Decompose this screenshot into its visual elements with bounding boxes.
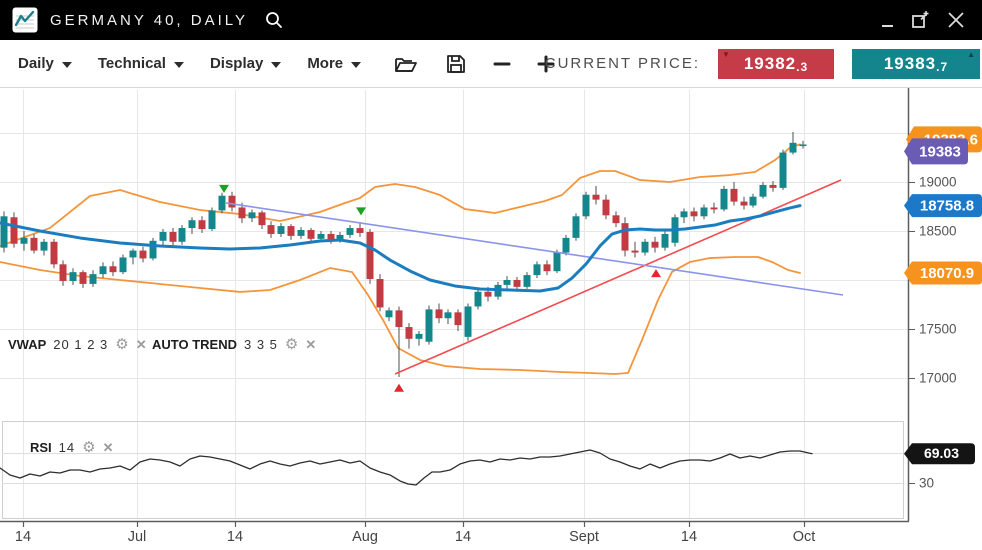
price-chart-svg[interactable]: 14Jul14Aug14Sept14Oct1900018500180001750… xyxy=(0,88,982,550)
display-dropdown[interactable]: Display xyxy=(209,55,282,72)
rsi-line xyxy=(0,449,813,486)
gridlines xyxy=(0,90,908,519)
open-chart-button[interactable] xyxy=(393,53,419,75)
svg-text:14: 14 xyxy=(681,529,697,545)
zoom-out-button[interactable] xyxy=(493,55,511,73)
buy-price-int: 19383 xyxy=(883,53,937,73)
axes: 14Jul14Aug14Sept14Oct1900018500180001750… xyxy=(0,88,957,545)
candles-group xyxy=(0,132,807,378)
svg-text:Aug: Aug xyxy=(352,529,378,545)
chart-toolbar: Daily Technical Display More xyxy=(0,40,982,88)
signal-markers xyxy=(219,184,661,392)
auto-trend-name: AUTO TREND xyxy=(152,337,237,352)
caret-down-icon xyxy=(173,61,184,68)
caret-down-icon xyxy=(351,61,362,68)
current-price-label: CURRENT PRICE: xyxy=(544,55,700,72)
auto-trend-params: 3 3 5 xyxy=(243,337,278,352)
svg-text:18758.8: 18758.8 xyxy=(920,198,974,215)
svg-text:17500: 17500 xyxy=(919,322,957,337)
svg-text:19383: 19383 xyxy=(919,143,961,160)
arrow-up-icon: ▲ xyxy=(967,49,976,59)
plus-icon xyxy=(537,55,555,72)
svg-text:Jul: Jul xyxy=(128,529,147,545)
vwap-remove-icon[interactable]: ✕ xyxy=(135,337,147,352)
display-dropdown-label: Display xyxy=(209,55,264,72)
svg-text:30: 30 xyxy=(919,476,934,491)
auto-trend-settings-icon[interactable]: ⚙ xyxy=(284,336,299,353)
save-chart-button[interactable] xyxy=(445,53,467,75)
rsi-settings-icon[interactable]: ⚙ xyxy=(82,439,96,456)
window-title: GERMANY 40, DAILY xyxy=(50,11,248,29)
close-button[interactable] xyxy=(946,10,966,30)
svg-text:14: 14 xyxy=(15,529,31,545)
more-dropdown[interactable]: More xyxy=(307,55,362,72)
caret-down-icon xyxy=(271,61,282,68)
bollinger-upper-band xyxy=(0,143,801,247)
timeframe-dropdown-label: Daily xyxy=(18,55,54,72)
more-dropdown-label: More xyxy=(307,55,344,72)
sell-signal-marker xyxy=(219,184,229,193)
sell-signal-marker xyxy=(356,207,366,216)
vwap-params: 20 1 2 3 xyxy=(53,337,109,352)
vwap-settings-icon[interactable]: ⚙ xyxy=(115,336,129,353)
folder-open-icon xyxy=(395,57,418,72)
rsi-params: 14 xyxy=(58,440,76,455)
current-price-group: CURRENT PRICE: ▼ 19382.3 19383.7 ▲ xyxy=(544,48,980,79)
vwap-indicator-label: VWAP 20 1 2 3 ⚙ ✕ xyxy=(8,337,147,352)
svg-text:18500: 18500 xyxy=(919,224,957,239)
arrow-down-icon: ▼ xyxy=(722,49,731,59)
buy-signal-marker xyxy=(394,383,404,392)
vwap-name: VWAP xyxy=(8,337,47,352)
rsi-indicator-label: RSI 14 ⚙ ✕ xyxy=(30,440,114,455)
popout-button[interactable] xyxy=(910,9,932,31)
floppy-disk-icon xyxy=(447,54,466,73)
svg-text:69.03: 69.03 xyxy=(924,445,959,461)
buy-signal-marker xyxy=(651,269,661,278)
svg-text:14: 14 xyxy=(455,529,471,545)
rsi-name: RSI xyxy=(30,440,52,455)
sell-price-dec: .3 xyxy=(796,59,809,74)
auto-trend-lines xyxy=(225,179,844,375)
technical-dropdown-label: Technical xyxy=(97,55,166,72)
buy-price-dec: .7 xyxy=(936,59,949,74)
svg-text:Sept: Sept xyxy=(569,529,599,545)
svg-text:Oct: Oct xyxy=(793,529,816,545)
timeframe-dropdown[interactable]: Daily xyxy=(18,55,72,72)
search-icon[interactable] xyxy=(264,10,284,30)
auto-trend-remove-icon[interactable]: ✕ xyxy=(305,337,317,352)
svg-text:18070.9: 18070.9 xyxy=(920,265,974,282)
svg-text:19000: 19000 xyxy=(919,175,957,190)
svg-text:17000: 17000 xyxy=(919,371,957,386)
window-titlebar: GERMANY 40, DAILY xyxy=(0,0,982,40)
vwap-line xyxy=(0,204,802,293)
rsi-remove-icon[interactable]: ✕ xyxy=(102,440,114,455)
minimize-button[interactable] xyxy=(880,10,896,30)
auto-trend-indicator-label: AUTO TREND 3 3 5 ⚙ ✕ xyxy=(152,337,316,352)
bollinger-lower-band xyxy=(0,256,801,375)
buy-price-badge[interactable]: 19383.7 ▲ xyxy=(852,48,980,79)
minus-icon xyxy=(493,62,511,65)
technical-dropdown[interactable]: Technical xyxy=(98,55,184,72)
zoom-in-button[interactable] xyxy=(537,55,555,73)
window-controls xyxy=(880,9,970,31)
caret-down-icon xyxy=(61,61,72,68)
sell-price-badge[interactable]: ▼ 19382.3 xyxy=(718,48,834,79)
sell-price-int: 19382 xyxy=(743,53,797,73)
svg-text:14: 14 xyxy=(227,529,243,545)
chart-area[interactable]: 14Jul14Aug14Sept14Oct1900018500180001750… xyxy=(0,88,982,550)
chart-logo-icon xyxy=(12,7,38,33)
